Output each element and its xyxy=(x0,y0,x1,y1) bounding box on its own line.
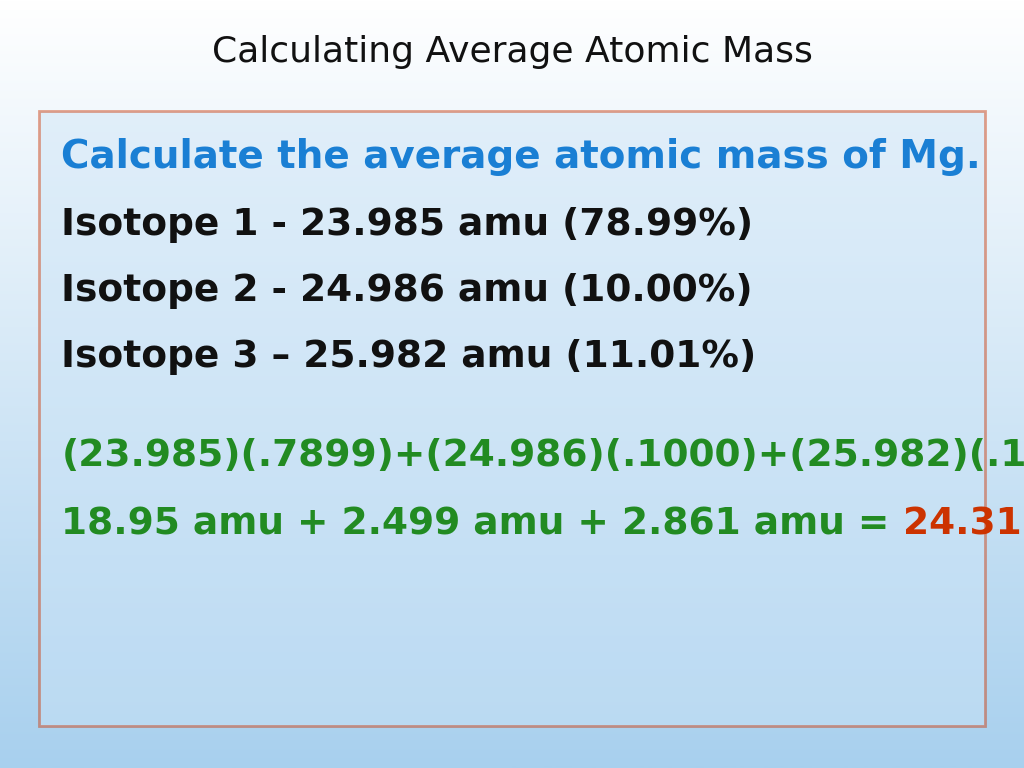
Text: Calculate the average atomic mass of Mg.: Calculate the average atomic mass of Mg. xyxy=(61,138,981,176)
FancyBboxPatch shape xyxy=(39,111,985,726)
Text: 24.31 amu: 24.31 amu xyxy=(903,507,1024,543)
Text: Isotope 2 - 24.986 amu (10.00%): Isotope 2 - 24.986 amu (10.00%) xyxy=(61,273,753,309)
Text: Calculating Average Atomic Mass: Calculating Average Atomic Mass xyxy=(212,35,812,68)
Text: Isotope 1 - 23.985 amu (78.99%): Isotope 1 - 23.985 amu (78.99%) xyxy=(61,207,754,243)
Text: (23.985)(.7899)+(24.986)(.1000)+(25.982)(.1101): (23.985)(.7899)+(24.986)(.1000)+(25.982)… xyxy=(61,438,1024,474)
Text: Isotope 3 – 25.982 amu (11.01%): Isotope 3 – 25.982 amu (11.01%) xyxy=(61,339,757,376)
Text: 18.95 amu + 2.499 amu + 2.861 amu =: 18.95 amu + 2.499 amu + 2.861 amu = xyxy=(61,507,903,543)
